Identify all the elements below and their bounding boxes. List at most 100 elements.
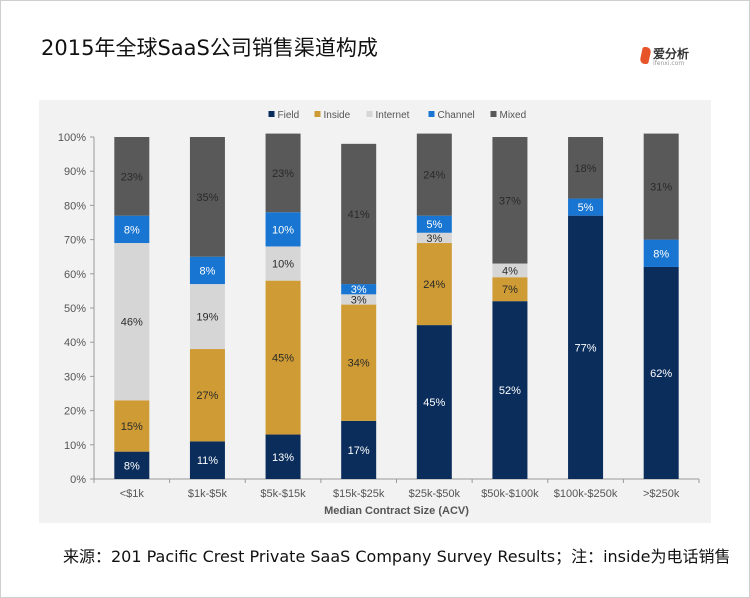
y-tick-label: 80% — [64, 200, 86, 212]
data-label: 19% — [196, 312, 218, 324]
legend-label-internet: Internet — [376, 110, 410, 121]
data-label: 27% — [196, 390, 218, 402]
brand-logo: 爱分析 ifenxi.com — [639, 45, 699, 69]
chart-area: 0% 10% 20% 30% 40% 50% 60% 70% 80% 90% 100% 8% 15% 46… — [39, 100, 711, 523]
legend-swatch-field — [268, 111, 275, 117]
bar-segment-channel — [643, 239, 679, 267]
y-tick-label: 70% — [64, 235, 86, 247]
bar-segment-channel — [416, 215, 452, 233]
data-label: 37% — [499, 195, 521, 207]
x-tick-label: >$250k — [643, 488, 680, 500]
bar-segment-mixed — [114, 137, 150, 216]
x-tick-label: $1k-$5k — [188, 488, 228, 500]
bar-segment-mixed — [643, 133, 679, 240]
legend-label-field: Field — [278, 110, 300, 121]
data-label: 18% — [575, 163, 597, 175]
legend-swatch-inside — [314, 111, 321, 117]
data-label: 5% — [426, 219, 442, 231]
x-tick-label: $5k-$15k — [260, 488, 306, 500]
bar-segment-channel — [265, 212, 301, 247]
bar-segment-inside — [189, 349, 225, 442]
bar-segment-field — [189, 441, 225, 479]
y-tick-label: 60% — [64, 269, 86, 281]
bar-segment-inside — [265, 280, 301, 435]
bar-segment-mixed — [341, 143, 377, 285]
x-tick-label: $100k-$250k — [554, 488, 618, 500]
bar-segment-mixed — [492, 137, 528, 264]
data-label: 46% — [121, 317, 143, 329]
data-label: 24% — [423, 170, 445, 182]
page-title: 2015年全球SaaS公司销售渠道构成 — [41, 36, 378, 60]
bar-segment-internet — [265, 246, 301, 281]
data-label: 3% — [351, 294, 367, 306]
bar-segment-field — [114, 451, 150, 479]
data-label: 4% — [502, 265, 518, 277]
legend-label-inside: Inside — [324, 110, 351, 121]
bar-segment-mixed — [189, 137, 225, 257]
bar-segment-channel — [189, 256, 225, 285]
y-tick-label: 100% — [58, 132, 86, 144]
x-axis-title: Median Contract Size (ACV) — [324, 505, 469, 517]
data-label: 35% — [196, 192, 218, 204]
bar-segment-mixed — [265, 133, 301, 213]
x-tick-label: <$1k — [120, 488, 145, 500]
brand-logo-subtext: ifenxi.com — [653, 60, 685, 67]
bar-segment-field — [643, 266, 679, 479]
stacked-bar-chart: 0% 10% 20% 30% 40% 50% 60% 70% 80% 90% 100% 8% 15% 46… — [58, 110, 700, 517]
bar-segment-field — [341, 420, 377, 479]
data-label: 45% — [272, 353, 294, 365]
y-tick-label: 40% — [64, 337, 86, 349]
bar-segment-field — [416, 325, 452, 479]
data-label: 10% — [272, 259, 294, 271]
bar-segment-inside — [341, 304, 377, 421]
data-label: 17% — [348, 445, 370, 457]
bar-segment-inside — [492, 277, 528, 302]
y-tick-label: 0% — [70, 474, 86, 486]
data-label: 45% — [423, 397, 445, 409]
data-label: 41% — [348, 209, 370, 221]
bar-segment-channel — [568, 198, 604, 216]
legend-swatch-mixed — [490, 111, 497, 117]
data-label: 8% — [199, 265, 215, 277]
legend-label-mixed: Mixed — [500, 110, 527, 121]
data-label: 8% — [124, 224, 140, 236]
data-label: 13% — [272, 452, 294, 464]
bar-segment-inside — [416, 243, 452, 326]
source-note: 来源：201 Pacific Crest Private SaaS Compan… — [63, 547, 731, 566]
legend-swatch-internet — [366, 111, 373, 117]
brand-logo-text: 爱分析 — [653, 47, 690, 61]
data-label: 3% — [426, 233, 442, 245]
bar-segment-internet — [492, 263, 528, 278]
bar-segment-field — [568, 215, 604, 479]
data-label: 5% — [578, 202, 594, 214]
bar-segment-mixed — [416, 133, 452, 216]
bar-segment-inside — [114, 400, 150, 452]
data-label: 8% — [653, 248, 669, 260]
data-label: 10% — [272, 224, 294, 236]
brand-logo-icon — [639, 47, 652, 64]
data-label: 31% — [650, 182, 672, 194]
bar-segment-internet — [114, 243, 150, 401]
data-label: 77% — [575, 342, 597, 354]
y-tick-label: 50% — [64, 303, 86, 315]
legend-label-channel: Channel — [438, 110, 475, 121]
data-label: 7% — [502, 284, 518, 296]
y-tick-label: 10% — [64, 440, 86, 452]
data-label: 24% — [423, 279, 445, 291]
data-label: 52% — [499, 385, 521, 397]
y-tick-label: 30% — [64, 371, 86, 383]
data-label: 8% — [124, 460, 140, 472]
data-label: 11% — [197, 455, 218, 467]
bar-segment-field — [492, 301, 528, 479]
bar-segment-internet — [189, 284, 225, 350]
data-label: 15% — [121, 421, 143, 433]
legend-swatch-channel — [428, 111, 435, 117]
bar-segment-mixed — [568, 137, 604, 199]
x-tick-label: $50k-$100k — [481, 488, 539, 500]
x-tick-label: $15k-$25k — [333, 488, 385, 500]
y-tick-label: 20% — [64, 406, 86, 418]
bar-segment-channel — [114, 215, 150, 244]
bar-segment-field — [265, 434, 301, 479]
y-tick-label: 90% — [64, 166, 86, 178]
